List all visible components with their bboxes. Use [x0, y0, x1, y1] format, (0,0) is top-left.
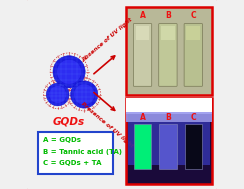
- Circle shape: [71, 81, 98, 108]
- Text: Presence of UV light: Presence of UV light: [80, 101, 134, 149]
- Text: B = Tannic acid (TA): B = Tannic acid (TA): [43, 149, 122, 155]
- Bar: [134, 124, 151, 169]
- Text: GQDs: GQDs: [53, 117, 85, 127]
- Text: A = GQDs: A = GQDs: [43, 137, 81, 143]
- Bar: [159, 124, 176, 169]
- Text: B: B: [165, 113, 171, 122]
- Text: C: C: [191, 113, 196, 122]
- Bar: [38, 132, 113, 174]
- Text: B: B: [165, 11, 171, 20]
- FancyBboxPatch shape: [159, 24, 177, 86]
- FancyBboxPatch shape: [133, 24, 152, 86]
- Bar: [185, 124, 202, 169]
- Bar: [126, 98, 212, 114]
- Circle shape: [74, 84, 94, 105]
- Bar: [128, 122, 210, 165]
- Text: A: A: [140, 113, 145, 122]
- Bar: [126, 112, 212, 122]
- Bar: [126, 7, 212, 94]
- Text: C = GQDs + TA: C = GQDs + TA: [43, 160, 101, 166]
- Circle shape: [57, 60, 81, 84]
- Circle shape: [46, 83, 69, 106]
- Circle shape: [49, 86, 66, 103]
- Bar: [186, 26, 200, 40]
- Bar: [126, 98, 212, 184]
- Text: A: A: [140, 11, 145, 20]
- Bar: [161, 26, 175, 40]
- Text: Absence of UV light: Absence of UV light: [81, 17, 133, 63]
- Text: C: C: [191, 11, 196, 20]
- FancyBboxPatch shape: [184, 24, 203, 86]
- Circle shape: [53, 56, 85, 88]
- Bar: [136, 26, 149, 40]
- FancyBboxPatch shape: [25, 0, 219, 189]
